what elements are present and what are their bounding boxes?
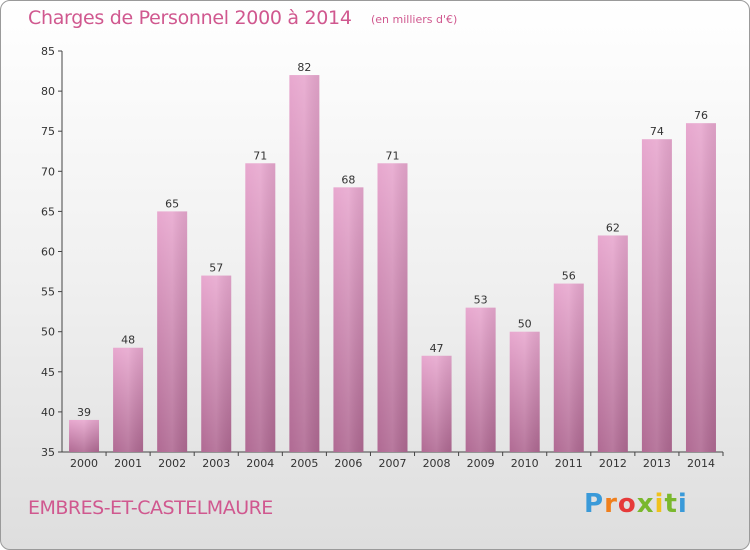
y-tick-label: 80 bbox=[41, 85, 55, 98]
data-label-2012: 62 bbox=[606, 221, 620, 234]
x-tick-label: 2001 bbox=[114, 457, 142, 470]
logo-letter: r bbox=[604, 489, 618, 519]
bar-shade bbox=[333, 187, 364, 452]
data-label-2006: 68 bbox=[341, 173, 355, 186]
x-tick-label: 2002 bbox=[158, 457, 186, 470]
x-tick-label: 2005 bbox=[290, 457, 318, 470]
logo-letter: i bbox=[677, 489, 688, 519]
data-label-2008: 47 bbox=[430, 342, 444, 355]
x-tick-label: 2014 bbox=[687, 457, 715, 470]
chart-title: Charges de Personnel 2000 à 2014 bbox=[28, 7, 352, 29]
chart-subtitle: (en milliers d'€) bbox=[371, 13, 458, 26]
bar-shade bbox=[69, 419, 100, 452]
bar-shade bbox=[289, 75, 320, 452]
x-tick-label: 2012 bbox=[599, 457, 627, 470]
x-tick-label: 2000 bbox=[70, 457, 98, 470]
bar-shade bbox=[157, 211, 188, 452]
data-label-2005: 82 bbox=[297, 61, 311, 74]
bar-shade bbox=[377, 163, 408, 452]
data-label-2010: 50 bbox=[518, 318, 532, 331]
y-tick-label: 60 bbox=[41, 246, 55, 259]
y-tick-label: 70 bbox=[41, 165, 55, 178]
logo-letter: P bbox=[584, 489, 605, 519]
x-tick-label: 2003 bbox=[202, 457, 230, 470]
bar-shade bbox=[553, 283, 584, 452]
y-tick-label: 35 bbox=[41, 446, 55, 459]
y-tick-label: 45 bbox=[41, 366, 55, 379]
bar-shade bbox=[641, 139, 672, 452]
x-tick-label: 2007 bbox=[379, 457, 407, 470]
logo-letter: t bbox=[664, 489, 678, 519]
bar-shade bbox=[509, 331, 540, 452]
data-label-2002: 65 bbox=[165, 197, 179, 210]
bar-shade bbox=[465, 307, 496, 452]
chart-bars: 39 48 65 57 71 82 68 71 47 53 50 56 62 74 76 bbox=[69, 61, 716, 453]
data-label-2013: 74 bbox=[650, 125, 664, 138]
bar-shade bbox=[245, 163, 276, 452]
data-label-2004: 71 bbox=[253, 149, 267, 162]
bar-shade bbox=[201, 275, 232, 452]
y-tick-label: 75 bbox=[41, 125, 55, 138]
x-tick-label: 2010 bbox=[511, 457, 539, 470]
x-tick-label: 2008 bbox=[423, 457, 451, 470]
logo-letter: i bbox=[654, 489, 665, 519]
data-label-2003: 57 bbox=[209, 262, 223, 275]
bar-shade bbox=[597, 235, 628, 452]
data-label-2007: 71 bbox=[386, 149, 400, 162]
x-tick-label: 2004 bbox=[246, 457, 274, 470]
data-label-2009: 53 bbox=[474, 294, 488, 307]
y-tick-label: 65 bbox=[41, 205, 55, 218]
y-tick-label: 55 bbox=[41, 286, 55, 299]
bar-shade bbox=[113, 347, 144, 452]
x-tick-label: 2013 bbox=[643, 457, 671, 470]
bar-shade bbox=[421, 355, 452, 452]
bar-shade bbox=[685, 123, 716, 453]
logo-letter: x bbox=[636, 489, 655, 519]
y-tick-label: 40 bbox=[41, 406, 55, 419]
x-tick-label: 2009 bbox=[467, 457, 495, 470]
proxiti-logo: Proxiti bbox=[584, 489, 688, 519]
logo-letter: o bbox=[617, 489, 637, 519]
data-label-2001: 48 bbox=[121, 334, 135, 347]
x-tick-label: 2006 bbox=[334, 457, 362, 470]
y-tick-label: 85 bbox=[41, 45, 55, 58]
data-label-2014: 76 bbox=[694, 109, 708, 122]
x-tick-label: 2011 bbox=[555, 457, 583, 470]
data-label-2011: 56 bbox=[562, 270, 576, 283]
data-label-2000: 39 bbox=[77, 406, 91, 419]
y-tick-label: 50 bbox=[41, 326, 55, 339]
commune-name: EMBRES-ET-CASTELMAURE bbox=[28, 497, 273, 519]
